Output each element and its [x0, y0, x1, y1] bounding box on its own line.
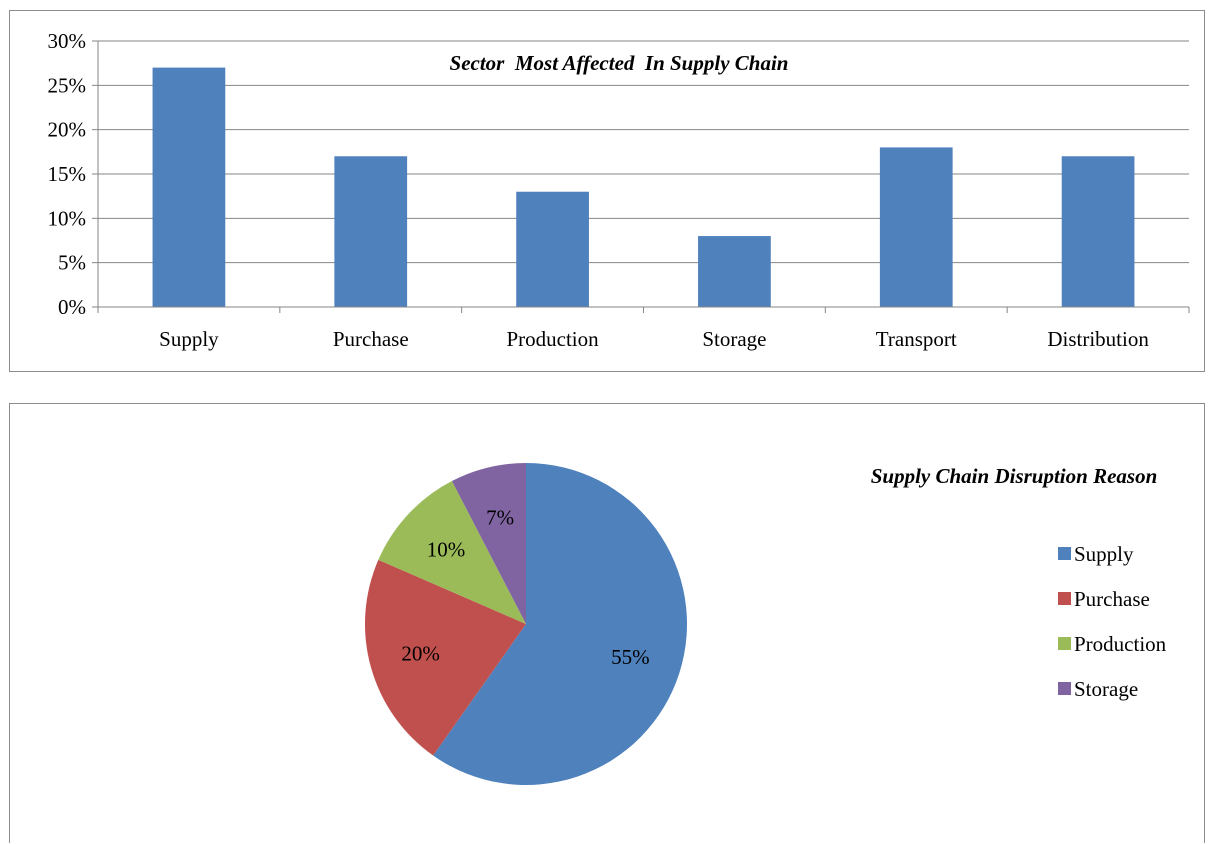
bar [334, 156, 408, 307]
pie-slice [365, 559, 526, 756]
pie-slice [433, 463, 687, 785]
x-category-label: Purchase [333, 327, 409, 351]
bar-series [152, 67, 1135, 307]
bar [879, 147, 953, 307]
bar-axes [92, 40, 1190, 313]
bar [1061, 156, 1135, 307]
y-tick-label: 0% [58, 295, 86, 319]
x-category-label: Transport [876, 327, 957, 351]
y-tick-label: 30% [48, 29, 87, 53]
legend-swatch [1058, 592, 1071, 605]
bar-chart: 0% 5% 10% 15% 20% 25% 30% Supply Purchase Produc… [48, 29, 1190, 351]
pie-data-label: 10% [427, 537, 466, 561]
pie-data-labels: 55% 20% 10% 7% [401, 506, 649, 669]
bar [516, 191, 589, 307]
pie-legend: Supply Purchase Production Storage [1058, 542, 1167, 701]
pie-chart-panel: 55% 20% 10% 7% Supply Chain Disruption Reas… [9, 403, 1205, 843]
legend-label: Production [1074, 632, 1167, 656]
y-tick-label: 5% [58, 251, 86, 275]
legend-label: Purchase [1074, 587, 1150, 611]
x-category-label: Distribution [1047, 327, 1149, 351]
y-tick-label: 15% [48, 162, 87, 186]
legend-swatch [1058, 637, 1071, 650]
bar-chart-panel: 0% 5% 10% 15% 20% 25% 30% Supply Purchase Produc… [9, 10, 1205, 372]
legend-label: Supply [1074, 542, 1134, 566]
legend-swatch [1058, 547, 1071, 560]
legend-swatch [1058, 682, 1071, 695]
pie-chart: 55% 20% 10% 7% Supply Chain Disruption Reas… [365, 463, 1167, 785]
bar [698, 236, 771, 307]
bar-gridlines [98, 40, 1189, 264]
bar-y-tick-labels: 0% 5% 10% 15% 20% 25% 30% [48, 29, 87, 319]
x-category-label: Storage [702, 327, 766, 351]
pie-slice [451, 463, 526, 624]
legend-label: Storage [1074, 677, 1138, 701]
bar [152, 67, 226, 307]
pie-data-label: 55% [611, 645, 650, 669]
x-category-label: Production [506, 327, 599, 351]
pie-chart-title: Supply Chain Disruption Reason [871, 464, 1158, 488]
pie-slice [378, 481, 526, 624]
pie-data-label: 20% [401, 642, 440, 666]
pie-data-label: 7% [486, 506, 514, 530]
bar-category-labels: Supply Purchase Production Storage Transport… [159, 327, 1149, 351]
bar-chart-title: Sector Most Affected In Supply Chain [450, 51, 789, 75]
x-category-label: Supply [159, 327, 219, 351]
pie-slices [365, 463, 687, 785]
y-tick-label: 25% [48, 73, 87, 97]
y-tick-label: 20% [48, 118, 87, 142]
y-tick-label: 10% [48, 206, 87, 230]
